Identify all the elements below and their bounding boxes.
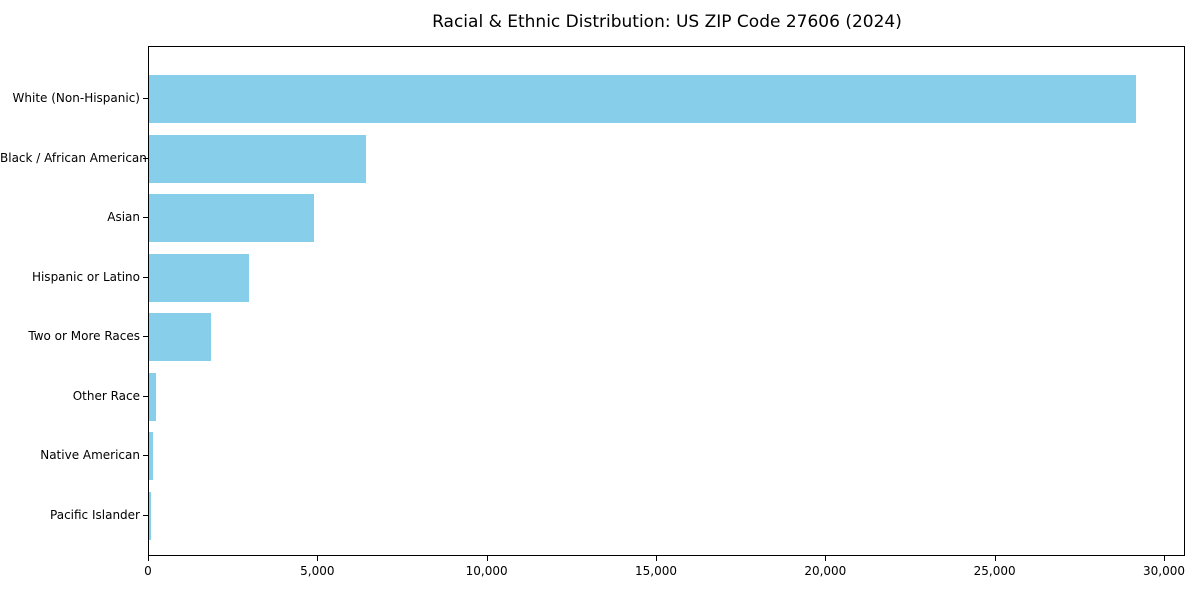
y-tick-label-native-american: Native American (40, 448, 140, 462)
y-tick-label-asian: Asian (107, 210, 140, 224)
y-tick-mark (143, 276, 148, 278)
bar-white-non-hispanic (149, 75, 1137, 123)
y-tick-mark (143, 157, 148, 159)
x-tick-label-25-000: 25,000 (973, 564, 1016, 578)
x-tick-label-5-000: 5,000 (300, 564, 335, 578)
chart-title: Racial & Ethnic Distribution: US ZIP Cod… (432, 12, 902, 32)
y-tick-label-pacific-islander: Pacific Islander (50, 507, 140, 522)
bar-pacific-islander (149, 491, 152, 540)
x-tick-label-20-000: 20,000 (804, 564, 847, 578)
y-tick-label-white-non-hispanic: White (Non-Hispanic) (12, 91, 140, 105)
x-tick-mark (148, 556, 149, 561)
y-tick-mark (143, 514, 148, 516)
y-tick-mark (143, 217, 148, 218)
y-tick-mark (143, 336, 148, 337)
y-tick-mark (143, 395, 148, 397)
x-tick-mark (825, 556, 827, 561)
y-tick-mark (143, 455, 148, 456)
y-tick-label-two-or-more-races: Two or More Races (28, 329, 140, 343)
y-tick-label-hispanic-or-latino: Hispanic or Latino (31, 269, 140, 284)
x-tick-mark (1164, 556, 1165, 561)
y-tick-label-black-african-american: Black / African American (0, 150, 147, 165)
x-tick-label-30-000: 30,000 (1143, 564, 1185, 578)
bar-other-race (149, 372, 157, 421)
bar-black-african-american (149, 134, 366, 183)
x-tick-label-15-000: 15,000 (635, 564, 677, 578)
bar-native-american (149, 432, 154, 480)
x-tick-mark (656, 556, 657, 561)
x-tick-label-10-000: 10,000 (465, 564, 508, 578)
y-tick-label-other-race: Other Race (72, 388, 140, 403)
bar-two-or-more-races (149, 313, 211, 361)
x-tick-mark (994, 556, 996, 561)
bar-hispanic-or-latino (149, 253, 249, 302)
y-tick-mark (143, 98, 148, 99)
bar-asian (149, 194, 314, 242)
x-tick-mark (317, 556, 319, 561)
x-tick-mark (486, 556, 488, 561)
x-tick-label-0: 0 (144, 564, 152, 578)
plot-area (148, 46, 1185, 556)
